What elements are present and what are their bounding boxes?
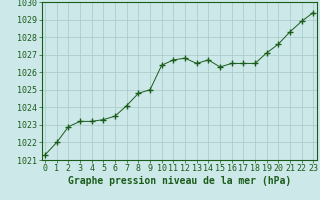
X-axis label: Graphe pression niveau de la mer (hPa): Graphe pression niveau de la mer (hPa) — [68, 176, 291, 186]
